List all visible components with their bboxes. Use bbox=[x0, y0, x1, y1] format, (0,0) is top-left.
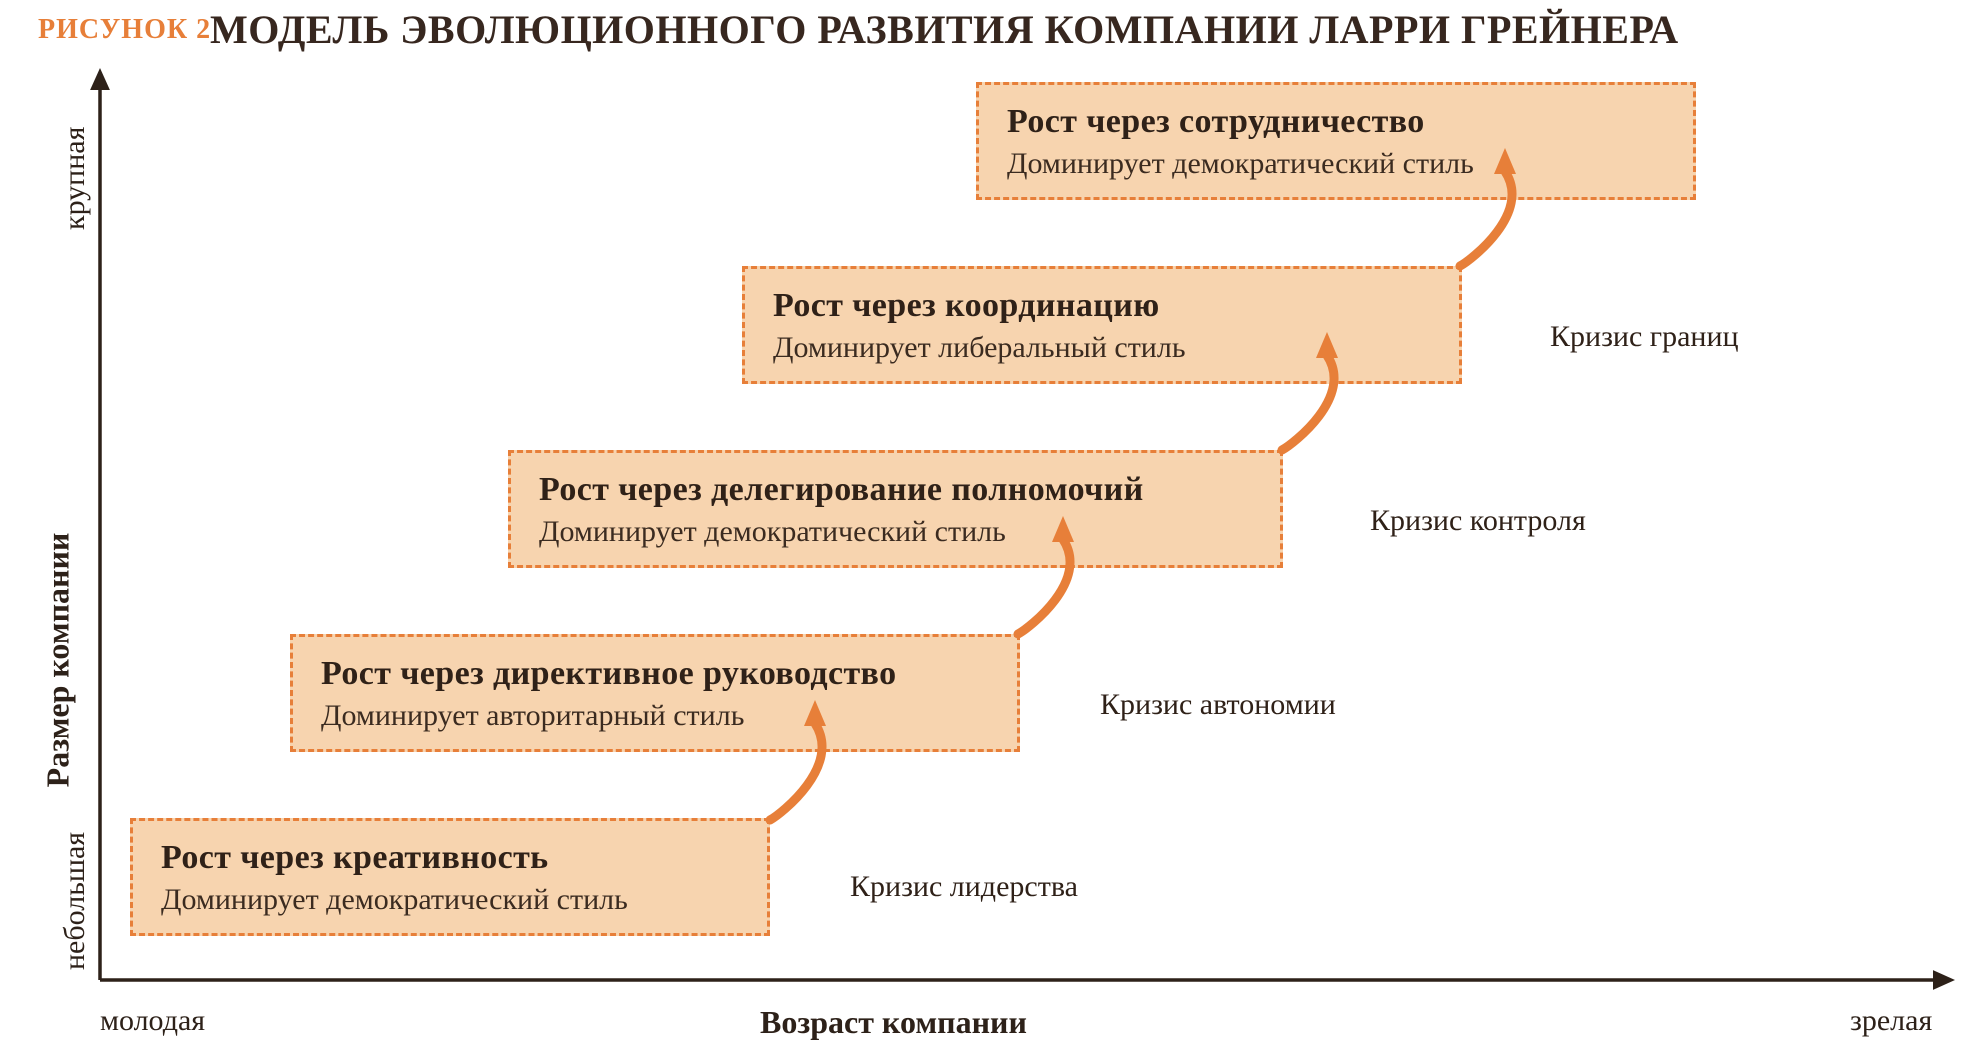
arrows-layer bbox=[0, 0, 1977, 1052]
stage-3-arrow bbox=[1282, 332, 1338, 450]
greiner-diagram: РИСУНОК 2 МОДЕЛЬ ЭВОЛЮЦИОННОГО РАЗВИТИЯ … bbox=[0, 0, 1977, 1052]
stage-2-arrow bbox=[1018, 516, 1074, 634]
stage-1-arrow bbox=[770, 700, 826, 820]
stage-4-arrow bbox=[1460, 148, 1516, 266]
